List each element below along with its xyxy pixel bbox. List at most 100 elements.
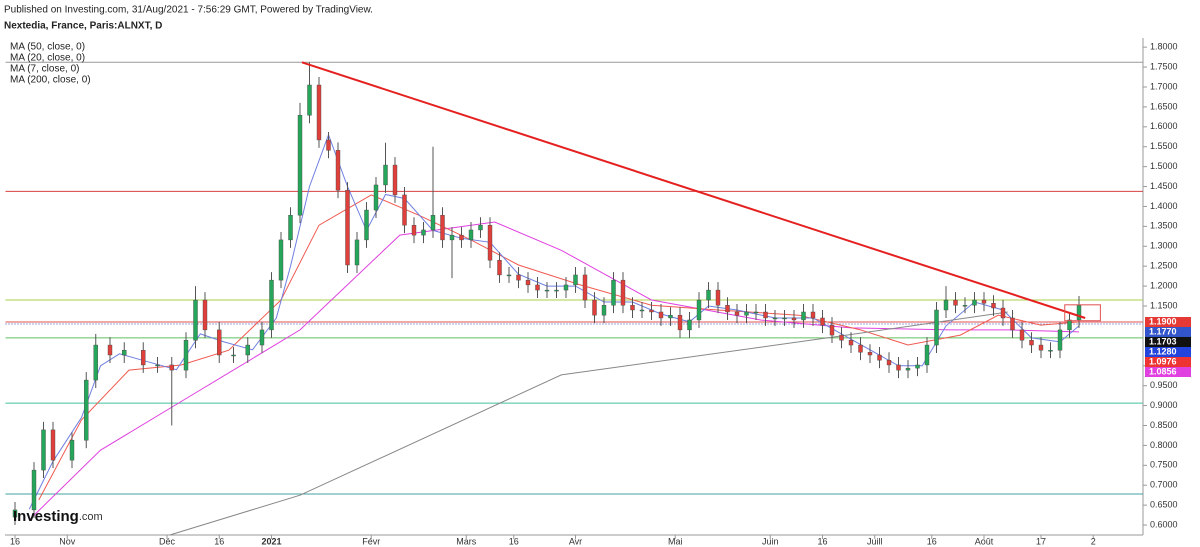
price-tag [1145,347,1191,357]
x-tick-label: Févr [362,536,380,546]
candle-body [269,279,274,331]
x-tick-label: Août [975,536,994,546]
x-tick-label: 16 [214,536,224,546]
y-tick-label: 1.2500 [1150,261,1178,271]
candle-body [41,429,46,471]
candle-body [725,305,730,313]
candle-body [326,139,331,151]
candle-body [782,317,787,320]
candle-body [1048,350,1053,352]
candle-body [345,189,350,266]
candle-body [478,224,483,231]
candle-body [943,299,949,311]
legend-entry: MA (50, close, 0) [10,42,85,53]
x-tick-label: Nov [59,536,76,546]
candle-body [193,299,198,341]
y-tick-label: 0.9000 [1150,400,1178,410]
price-tag-label: 1.0976 [1149,356,1177,366]
price-tag-label: 1.1900 [1149,316,1177,326]
moving-average [38,194,1080,501]
candle-body [1076,305,1082,321]
x-tick-label: 17 [1036,536,1046,546]
y-tick-label: 1.4000 [1150,201,1178,211]
candle-body [649,309,654,313]
candle-body [639,309,645,312]
plot-area [5,61,1143,536]
candle-body [278,239,284,281]
candle-body [753,311,759,314]
candle-body [202,299,208,331]
candle-body [1019,329,1025,341]
candle-body [183,340,189,371]
candle-body [601,305,607,316]
published-note: Published on Investing.com, 31/Aug/2021 … [4,5,373,16]
logo-brand: Investing [13,508,79,525]
legend-entry: MA (200, close, 0) [10,75,91,86]
candle-body [696,299,702,321]
candle-body [962,305,968,307]
candle-body [886,359,892,366]
candle-body [582,274,588,301]
candle-body [430,215,436,231]
candle-body [217,329,222,356]
candle-body [12,509,18,518]
instrument-title: Nextedia, France, Paris:ALNXT, D [4,21,162,32]
candle-body [734,311,740,316]
candle-body [1010,317,1015,331]
y-tick-label: 1.6000 [1150,121,1178,131]
candle-body [981,299,987,304]
candle-body [915,364,920,369]
y-tick-label: 1.8000 [1150,42,1178,52]
candle-body [953,299,958,306]
candle-body [50,429,56,461]
candle-body [411,224,417,236]
x-tick-label: Juill [867,536,883,546]
x-tick-label: 2021 [261,536,281,546]
price-tag [1145,317,1191,327]
candle-body [896,364,901,371]
y-tick-label: 1.7000 [1150,81,1178,91]
y-tick-label: 1.6500 [1150,101,1178,111]
y-tick-label: 1.4500 [1150,181,1178,191]
price-tag-label: 1.0856 [1149,366,1177,376]
candle-body [563,284,569,291]
candle-body [297,115,303,216]
legend-entry: MA (7, close, 0) [10,64,79,75]
candle-body [245,344,250,356]
candle-body [687,319,692,331]
candle-body [468,229,474,241]
candle-body [934,309,939,346]
y-tick-label: 0.7500 [1150,460,1178,470]
y-tick-label: 0.9500 [1150,380,1178,390]
candle-body [1038,344,1044,351]
y-tick-label: 0.8500 [1150,420,1178,430]
candle-body [122,350,127,356]
candle-body [801,311,806,321]
candle-body [829,324,835,336]
candle-body [592,299,597,316]
logo: Investing.com [13,508,103,525]
y-tick-label: 1.2000 [1150,280,1178,290]
candle-body [69,440,75,461]
candle-body [611,279,616,306]
candle-body [706,289,711,301]
x-tick-label: Mars [456,536,476,546]
candle-body [1000,307,1006,319]
candle-body [307,84,312,116]
candle-body [573,274,578,286]
candle-body [141,350,146,366]
y-tick-label: 0.6500 [1150,500,1178,510]
candle-body [972,299,977,306]
candle-body [31,469,37,511]
candle-body [544,289,550,292]
moving-average [28,221,1080,521]
candle-body [668,314,673,319]
candle-body [516,274,521,281]
x-tick-label: 2 [1091,536,1096,546]
price-tag-label: 1.1280 [1149,346,1177,356]
y-tick-label: 1.5000 [1150,161,1178,171]
price-tag [1145,357,1191,367]
candle-body [169,364,174,371]
candle-body [316,84,322,141]
